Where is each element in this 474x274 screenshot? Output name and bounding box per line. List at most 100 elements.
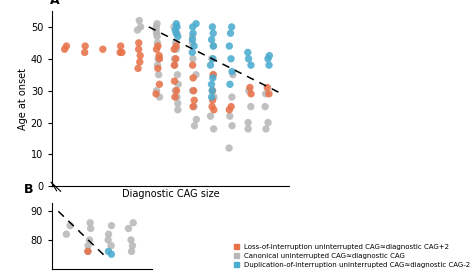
Point [189,31,197,35]
Point [189,63,196,67]
Point [155,73,163,77]
Point [228,104,235,109]
Point [154,57,162,61]
Point [247,104,255,109]
Point [129,244,137,248]
Point [229,73,237,77]
Point [135,41,143,45]
Point [173,25,181,29]
Point [172,57,180,61]
Point [155,57,163,61]
Point [107,244,115,248]
Point [226,44,233,48]
Point [210,73,217,77]
Y-axis label: Age at onset: Age at onset [18,68,28,130]
Point [154,41,161,45]
Point [154,44,162,48]
Point [225,146,233,150]
Point [226,114,234,118]
Point [210,73,217,77]
Point [170,25,178,29]
X-axis label: Diagnostic CAG size: Diagnostic CAG size [122,189,219,199]
Point [210,31,217,35]
Point [262,127,270,131]
Point [171,95,179,99]
Point [153,47,160,52]
Point [244,50,252,55]
Point [189,41,196,45]
Point [189,104,197,109]
Point [210,44,217,48]
Point [207,63,214,67]
Point [245,57,252,61]
Point [84,249,92,253]
Text: B: B [24,183,34,196]
Point [108,252,115,256]
Point [210,108,218,112]
Point [209,25,216,29]
Point [189,89,196,93]
Point [208,104,216,109]
Point [209,57,217,61]
Point [247,63,255,67]
Point [63,44,70,48]
Point [208,95,215,99]
Point [87,226,94,231]
Point [208,57,216,61]
Point [173,95,181,99]
Point [227,31,234,35]
Point [192,22,200,26]
Point [192,73,200,77]
Point [228,25,236,29]
Point [154,63,161,67]
Point [154,66,162,70]
Point [155,53,163,58]
Point [136,18,143,23]
Point [209,98,217,102]
Point [189,50,196,55]
Point [172,28,179,32]
Point [173,31,181,35]
Point [189,34,196,39]
Point [207,114,214,118]
Point [117,44,125,48]
Point [171,47,178,52]
Point [134,28,141,32]
Point [173,47,180,52]
Point [156,95,164,99]
Point [129,221,137,225]
Point [137,53,144,58]
Point [99,47,107,52]
Point [127,238,135,242]
Point [190,44,198,48]
Point [82,44,89,48]
Point [118,50,126,55]
Point [108,223,115,228]
Point [174,108,182,112]
Point [174,82,182,87]
Point [228,69,236,74]
Point [105,249,112,253]
Point [244,120,252,125]
Point [189,76,197,80]
Point [136,60,144,64]
Point [265,53,273,58]
Legend: Loss-of-interruption uninterrupted CAG≈diagnostic CAG+2, Canonical uninterrupted: Loss-of-interruption uninterrupted CAG≈d… [234,244,471,268]
Point [81,50,89,55]
Point [228,124,236,128]
Point [153,89,160,93]
Point [209,89,216,93]
Point [153,22,161,26]
Point [63,232,70,236]
Point [192,117,200,122]
Point [210,127,218,131]
Point [135,47,142,52]
Point [61,47,68,52]
Point [134,66,142,70]
Point [209,89,216,93]
Text: A: A [50,0,59,7]
Point [173,22,180,26]
Point [86,238,93,242]
Point [261,104,269,109]
Point [190,104,198,109]
